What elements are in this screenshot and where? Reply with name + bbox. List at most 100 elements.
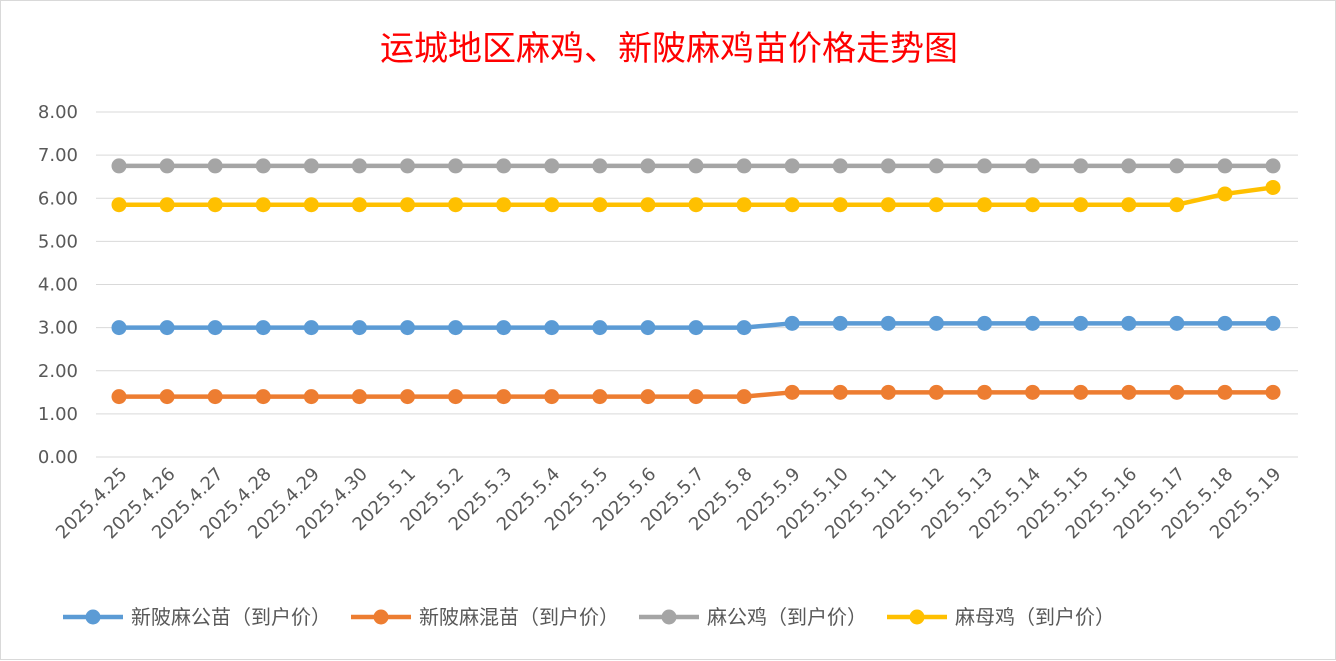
data-point: [303, 320, 319, 336]
legend-item: 麻公鸡（到户价）: [639, 605, 867, 629]
data-point: [640, 158, 656, 174]
data-point: [448, 320, 464, 336]
data-point: [1265, 384, 1281, 400]
data-point: [544, 197, 560, 213]
data-point: [928, 384, 944, 400]
data-point: [400, 320, 415, 336]
series-2: [111, 158, 1281, 174]
y-tick-label: 5.00: [38, 231, 78, 252]
legend-marker: [661, 609, 677, 625]
data-point: [544, 158, 560, 174]
y-tick-label: 0.00: [38, 447, 78, 468]
data-point: [303, 158, 319, 174]
legend-label: 麻公鸡（到户价）: [707, 605, 867, 629]
series-0: [111, 315, 1281, 336]
data-point: [496, 158, 512, 174]
data-point: [784, 158, 800, 174]
data-point: [592, 320, 608, 336]
data-point: [977, 158, 992, 174]
data-point: [448, 197, 464, 213]
data-point: [1217, 158, 1233, 174]
data-point: [688, 197, 704, 213]
data-point: [880, 197, 896, 213]
data-point: [351, 320, 367, 336]
data-point: [1121, 197, 1137, 213]
data-point: [351, 197, 367, 213]
data-point: [1169, 384, 1185, 400]
data-point: [544, 320, 560, 336]
data-point: [255, 320, 271, 336]
legend-label: 麻母鸡（到户价）: [955, 605, 1115, 629]
data-point: [832, 384, 848, 400]
data-point: [688, 158, 704, 174]
data-point: [1169, 315, 1185, 331]
data-point: [207, 320, 223, 336]
data-point: [111, 320, 127, 336]
data-point: [400, 389, 415, 405]
data-point: [1073, 158, 1089, 174]
data-point: [207, 389, 223, 405]
data-point: [688, 320, 704, 336]
data-point: [784, 197, 800, 213]
data-point: [1265, 315, 1281, 331]
data-point: [880, 384, 896, 400]
data-point: [1025, 158, 1041, 174]
y-tick-label: 4.00: [38, 275, 78, 296]
data-point: [351, 158, 367, 174]
data-point: [400, 158, 415, 174]
data-point: [111, 158, 127, 174]
y-axis-ticks: 0.00 1.00 2.00 3.00 4.00 5.00 6.00 7.00 8.00: [38, 102, 78, 468]
data-point: [159, 158, 175, 174]
legend-item: 新陂麻公苗（到户价）: [63, 605, 331, 629]
data-point: [1217, 384, 1233, 400]
chart-title: 运城地区麻鸡、新陂麻鸡苗价格走势图: [380, 29, 958, 69]
data-point: [255, 158, 271, 174]
data-point: [496, 389, 512, 405]
data-point: [1073, 197, 1089, 213]
data-point: [592, 197, 608, 213]
legend-label: 新陂麻公苗（到户价）: [131, 605, 331, 629]
legend: 新陂麻公苗（到户价） 新陂麻混苗（到户价） 麻公鸡（到户价） 麻母鸡（到户价）: [63, 605, 1115, 629]
data-point: [640, 197, 656, 213]
data-point: [832, 158, 848, 174]
data-point: [736, 320, 752, 336]
series-lines: [111, 158, 1281, 405]
data-point: [1025, 315, 1041, 331]
y-tick-label: 7.00: [38, 145, 78, 166]
data-point: [448, 158, 464, 174]
data-point: [400, 197, 415, 213]
data-point: [640, 320, 656, 336]
data-point: [159, 197, 175, 213]
data-point: [1265, 158, 1281, 174]
legend-item: 新陂麻混苗（到户价）: [351, 605, 619, 629]
data-point: [255, 389, 271, 405]
legend-marker: [85, 609, 101, 625]
data-point: [832, 315, 848, 331]
data-point: [736, 158, 752, 174]
data-point: [592, 158, 608, 174]
data-point: [1121, 384, 1137, 400]
data-point: [736, 389, 752, 405]
data-point: [832, 197, 848, 213]
data-point: [1217, 315, 1233, 331]
series-3: [111, 179, 1281, 213]
data-point: [1121, 158, 1137, 174]
data-point: [1073, 384, 1089, 400]
y-tick-label: 1.00: [38, 404, 78, 425]
data-point: [303, 389, 319, 405]
data-point: [1169, 197, 1185, 213]
data-point: [303, 197, 319, 213]
data-point: [1025, 197, 1041, 213]
data-point: [784, 315, 800, 331]
legend-marker: [909, 609, 925, 625]
y-tick-label: 2.00: [38, 361, 78, 382]
x-axis-ticks: 2025.4.252025.4.262025.4.272025.4.282025…: [52, 464, 1286, 544]
data-point: [448, 389, 464, 405]
data-point: [111, 389, 127, 405]
y-tick-label: 6.00: [38, 188, 78, 209]
data-point: [111, 197, 127, 213]
data-point: [784, 384, 800, 400]
data-point: [159, 320, 175, 336]
data-point: [977, 315, 992, 331]
data-point: [640, 389, 656, 405]
